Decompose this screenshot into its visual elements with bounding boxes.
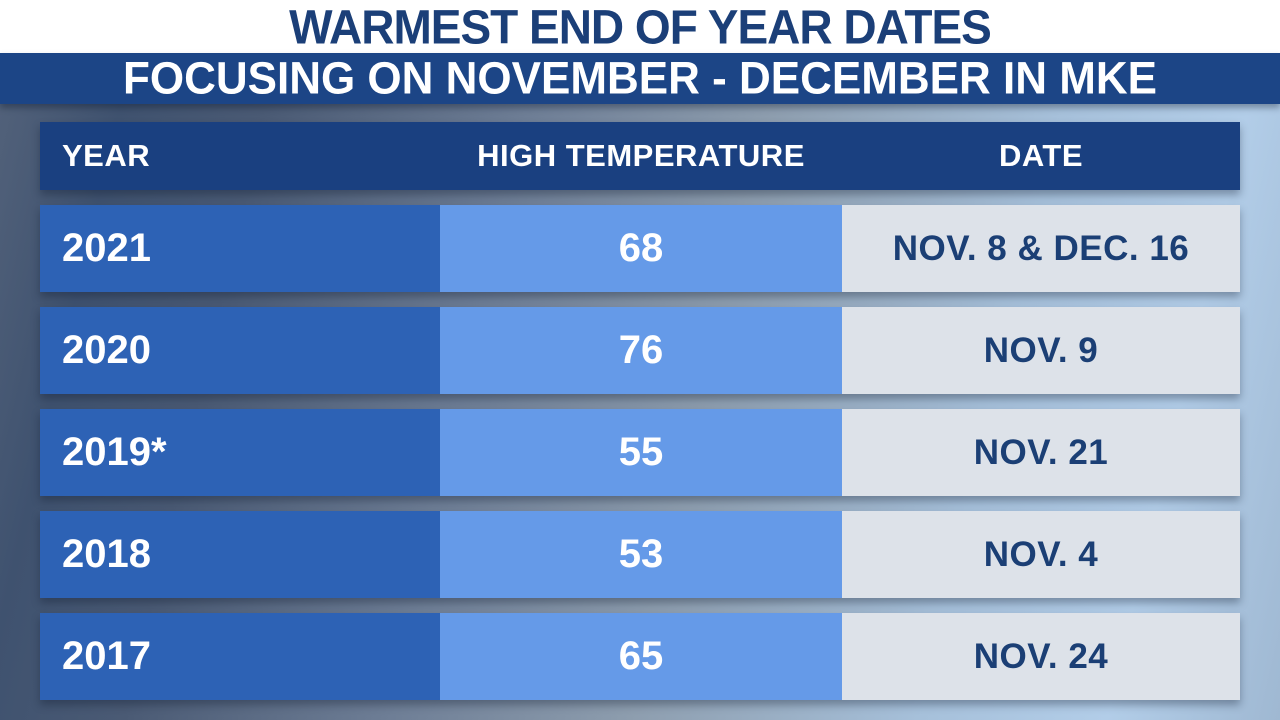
table-row: 2017 65 NOV. 24 [40, 613, 1240, 700]
high-temperature-cell: 53 [440, 511, 842, 598]
year-cell: 2018 [40, 511, 440, 598]
column-header-date: DATE [998, 138, 1084, 173]
high-temperature-cell: 65 [440, 613, 842, 700]
title-strip: WARMEST END OF YEAR DATES [0, 0, 1280, 54]
page-title: WARMEST END OF YEAR DATES [289, 0, 992, 54]
year-cell: 2021 [40, 205, 440, 292]
year-cell: 2017 [40, 613, 440, 700]
page-subtitle: FOCUSING ON NOVEMBER - DECEMBER IN MKE [122, 52, 1158, 104]
high-temperature-cell: 76 [440, 307, 842, 394]
table-row: 2018 53 NOV. 4 [40, 511, 1240, 598]
year-cell: 2020 [40, 307, 440, 394]
date-cell: NOV. 21 [842, 409, 1240, 496]
high-temperature-cell: 68 [440, 205, 842, 292]
column-header-high-temperature: HIGH TEMPERATURE [477, 138, 805, 173]
data-table: YEAR HIGH TEMPERATURE DATE 2021 68 NOV. … [40, 122, 1240, 700]
high-temperature-cell: 55 [440, 409, 842, 496]
date-cell: NOV. 4 [842, 511, 1240, 598]
date-cell: NOV. 24 [842, 613, 1240, 700]
table-row: 2019* 55 NOV. 21 [40, 409, 1240, 496]
date-cell: NOV. 9 [842, 307, 1240, 394]
year-cell: 2019* [40, 409, 440, 496]
table-row: 2020 76 NOV. 9 [40, 307, 1240, 394]
table-header-row: YEAR HIGH TEMPERATURE DATE [40, 122, 1240, 190]
subtitle-band: FOCUSING ON NOVEMBER - DECEMBER IN MKE [0, 53, 1280, 104]
column-header-year: YEAR [62, 138, 151, 173]
table-row: 2021 68 NOV. 8 & DEC. 16 [40, 205, 1240, 292]
date-cell: NOV. 8 & DEC. 16 [842, 205, 1240, 292]
